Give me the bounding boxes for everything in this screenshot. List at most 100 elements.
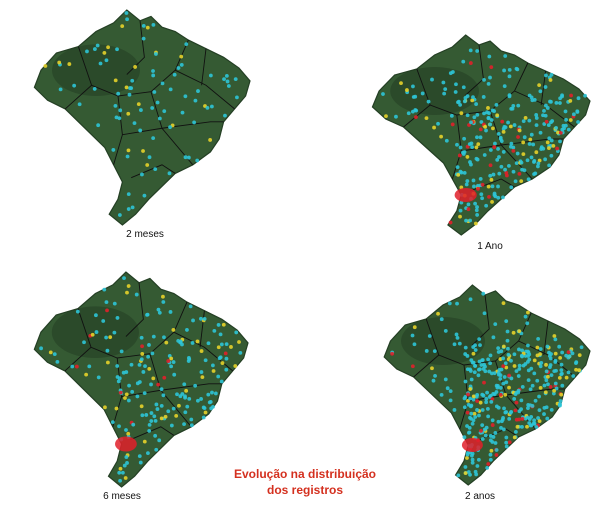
map-panel-6-meses [30, 271, 249, 488]
record-dot [141, 23, 146, 28]
record-dot [144, 413, 149, 417]
record-dot [443, 377, 448, 382]
record-dot [406, 111, 411, 116]
record-dot [494, 453, 499, 457]
record-dot [468, 472, 472, 477]
state-border-line [451, 114, 462, 180]
record-dot [465, 113, 470, 118]
state-border-line [64, 346, 92, 372]
record-dot [458, 208, 463, 213]
amazon-region-shade [52, 44, 140, 96]
record-dot [471, 394, 476, 399]
record-dot [532, 371, 537, 376]
record-dot [84, 372, 89, 377]
record-dot [502, 375, 507, 379]
record-dot [552, 388, 556, 393]
record-dot [119, 349, 124, 354]
record-dot [496, 132, 501, 136]
record-dot [470, 145, 475, 149]
record-dot [517, 128, 522, 133]
state-border-line [64, 84, 92, 110]
record-dot [70, 364, 75, 369]
record-dot [507, 164, 511, 168]
record-dot [138, 128, 143, 133]
record-dot [126, 284, 131, 288]
record-dot [549, 373, 554, 378]
record-dot [527, 357, 532, 362]
record-dot [58, 87, 63, 92]
record-dot [534, 113, 539, 117]
record-dot [527, 118, 532, 123]
record-dot [420, 91, 425, 96]
record-dot [129, 86, 134, 91]
record-dot [507, 94, 512, 99]
record-dot [145, 312, 150, 317]
record-dot [502, 68, 506, 73]
record-dot [133, 65, 137, 69]
record-dot [483, 124, 488, 129]
record-dot [496, 147, 500, 151]
record-dot [468, 61, 473, 65]
record-dot [125, 154, 130, 159]
record-dot [411, 95, 416, 99]
record-dot [526, 310, 530, 315]
record-dot [504, 444, 509, 449]
record-dot [491, 335, 496, 340]
record-dot [222, 77, 226, 81]
record-dot [545, 344, 550, 349]
record-dot [501, 301, 506, 306]
record-dot [462, 171, 467, 175]
record-dot [535, 345, 540, 350]
record-dot [124, 392, 129, 397]
record-dot [137, 454, 142, 459]
record-dot [127, 92, 132, 97]
record-dot [176, 66, 181, 70]
record-dot [501, 381, 506, 386]
record-dot [458, 102, 463, 107]
record-dot [486, 462, 491, 466]
record-dot [458, 145, 463, 150]
record-dot [577, 353, 582, 358]
record-dot [469, 162, 473, 167]
record-dot [96, 123, 101, 128]
record-dot [504, 319, 509, 324]
record-dot [489, 118, 494, 122]
state-border-line [199, 310, 205, 348]
record-dot [493, 322, 498, 327]
record-dot [492, 371, 497, 376]
record-dot [172, 372, 177, 377]
record-dot [184, 388, 189, 393]
record-dot [487, 369, 492, 374]
record-dot [484, 128, 488, 133]
record-dot [559, 362, 564, 367]
record-dot [528, 137, 533, 142]
record-dot [507, 440, 512, 445]
record-dot [553, 358, 558, 363]
record-dot [500, 119, 505, 124]
brazil-map-2-meses-icon [33, 9, 251, 226]
record-dot [195, 339, 200, 344]
record-dot [568, 118, 573, 122]
record-dot [208, 138, 213, 142]
record-dot [152, 414, 157, 419]
record-dot [488, 361, 492, 366]
state-border-line [126, 20, 145, 75]
record-dot [74, 364, 79, 369]
record-dot [482, 111, 486, 116]
record-dot [491, 126, 495, 131]
record-dot [481, 95, 486, 99]
record-dot [523, 115, 528, 120]
record-dot [491, 172, 496, 177]
record-dot [475, 408, 479, 412]
record-dot [542, 405, 547, 410]
record-dot [506, 346, 510, 351]
record-dot [549, 407, 554, 412]
record-dot [530, 404, 535, 408]
record-dot [448, 389, 453, 394]
record-dot [179, 63, 184, 67]
record-dot [414, 115, 418, 120]
record-dot [535, 378, 540, 383]
record-dot [235, 95, 239, 100]
record-dot [548, 78, 553, 82]
record-dot [521, 119, 526, 124]
